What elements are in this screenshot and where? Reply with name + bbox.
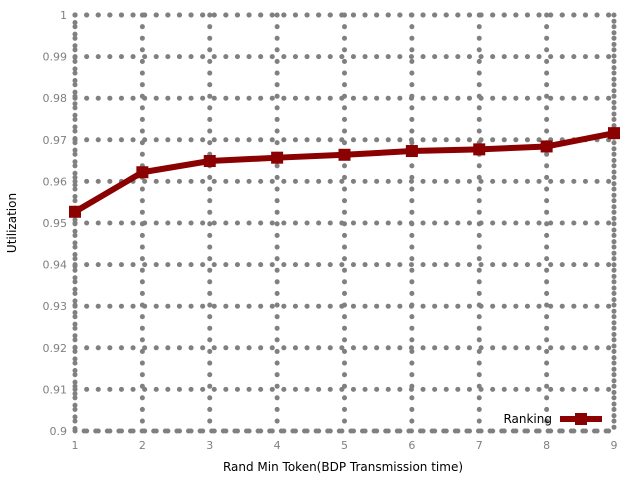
x-tick-label: 3 <box>206 439 213 452</box>
y-axis-label: Utilization <box>5 193 19 253</box>
legend-swatch-marker <box>575 413 587 425</box>
y-tick-label: 1 <box>60 9 67 22</box>
x-axis-label: Rand Min Token(BDP Transmission time) <box>223 460 463 474</box>
y-tick-label: 0.9 <box>50 425 68 438</box>
data-point <box>540 140 553 153</box>
y-tick-label: 0.92 <box>43 342 68 355</box>
data-point <box>136 166 149 179</box>
data-point <box>473 143 486 156</box>
y-tick-label: 0.91 <box>43 383 68 396</box>
series-layer <box>69 127 620 218</box>
y-tick-label: 0.98 <box>43 92 68 105</box>
grid-lines <box>72 12 617 434</box>
x-tick-label: 5 <box>341 439 348 452</box>
x-tick-label: 6 <box>408 439 415 452</box>
y-tick-label: 0.99 <box>43 51 68 64</box>
y-tick-label: 0.96 <box>43 175 68 188</box>
legend-label: Ranking <box>503 412 552 426</box>
legend: Ranking <box>503 412 602 426</box>
y-tick-label: 0.93 <box>43 300 68 313</box>
data-point <box>271 151 284 164</box>
data-point <box>69 205 81 218</box>
y-axis-ticks: 0.9 0.91 0.92 0.93 0.94 0.95 0.96 0.97 0.98 0.99 1 <box>43 9 68 438</box>
x-tick-label: 7 <box>476 439 483 452</box>
x-tick-label: 9 <box>611 439 618 452</box>
y-tick-label: 0.97 <box>43 134 68 147</box>
data-point <box>338 148 351 161</box>
y-tick-label: 0.95 <box>43 217 68 230</box>
x-tick-label: 4 <box>274 439 281 452</box>
data-point <box>608 127 620 140</box>
y-tick-label: 0.94 <box>43 259 68 272</box>
data-point <box>203 155 216 168</box>
x-axis-ticks: 1 2 3 4 5 6 7 8 9 <box>72 439 618 452</box>
data-point <box>405 145 418 158</box>
x-tick-label: 2 <box>139 439 146 452</box>
x-tick-label: 1 <box>72 439 79 452</box>
x-tick-label: 8 <box>543 439 550 452</box>
